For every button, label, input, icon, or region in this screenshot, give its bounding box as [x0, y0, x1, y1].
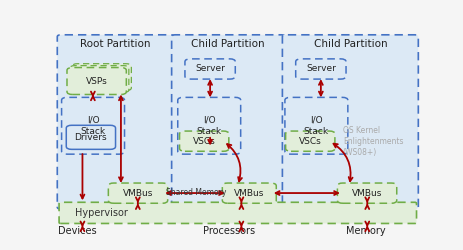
Text: VMBus: VMBus: [234, 189, 264, 198]
FancyBboxPatch shape: [285, 131, 334, 151]
Text: VMBus: VMBus: [123, 189, 153, 198]
FancyBboxPatch shape: [282, 35, 418, 209]
Text: Drivers: Drivers: [75, 133, 107, 142]
Text: Server: Server: [195, 64, 225, 74]
Text: I/O
Stack: I/O Stack: [80, 116, 106, 136]
Text: Server: Server: [305, 64, 335, 74]
FancyBboxPatch shape: [295, 59, 345, 79]
Text: Shared Memory: Shared Memory: [166, 188, 226, 197]
FancyBboxPatch shape: [284, 97, 347, 154]
FancyBboxPatch shape: [179, 131, 228, 151]
Text: Processors: Processors: [202, 226, 254, 236]
FancyBboxPatch shape: [59, 202, 416, 224]
Text: Child Partition: Child Partition: [313, 39, 386, 49]
FancyBboxPatch shape: [72, 64, 131, 91]
Text: VSCs: VSCs: [298, 137, 321, 146]
FancyBboxPatch shape: [185, 59, 235, 79]
FancyBboxPatch shape: [69, 66, 129, 92]
Text: VMBus: VMBus: [351, 189, 382, 198]
Text: Child Partition: Child Partition: [191, 39, 264, 49]
FancyBboxPatch shape: [171, 35, 284, 209]
FancyBboxPatch shape: [108, 183, 167, 203]
Text: OS Kernel
Enlightenments
(WS08+): OS Kernel Enlightenments (WS08+): [342, 126, 402, 157]
FancyBboxPatch shape: [67, 68, 126, 94]
Text: Hypervisor: Hypervisor: [75, 208, 127, 218]
Text: Devices: Devices: [58, 226, 97, 236]
FancyBboxPatch shape: [177, 97, 240, 154]
FancyBboxPatch shape: [337, 183, 396, 203]
Text: Memory: Memory: [345, 226, 384, 236]
Text: VSCs: VSCs: [193, 137, 215, 146]
Text: Root Partition: Root Partition: [80, 39, 150, 49]
FancyBboxPatch shape: [62, 97, 124, 154]
Text: VSPs: VSPs: [86, 76, 107, 86]
FancyBboxPatch shape: [66, 125, 115, 149]
FancyBboxPatch shape: [57, 35, 174, 209]
Text: I/O
Stack: I/O Stack: [196, 116, 221, 136]
Text: I/O
Stack: I/O Stack: [303, 116, 328, 136]
FancyBboxPatch shape: [222, 183, 275, 203]
